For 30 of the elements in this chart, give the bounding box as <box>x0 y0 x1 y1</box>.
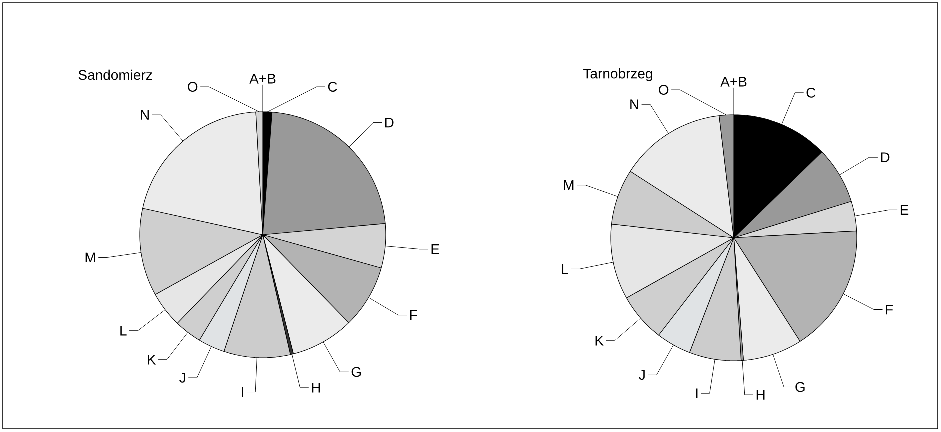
slice-label: G <box>352 367 361 378</box>
slice-label: E <box>432 244 440 254</box>
slice-label: D <box>385 118 394 128</box>
slice-label: K <box>596 336 604 346</box>
slice-label: D <box>881 152 890 162</box>
slice-label: N <box>630 100 638 110</box>
slice-label: J <box>180 373 186 383</box>
slice-label: I <box>242 387 244 398</box>
slice-label: N <box>141 110 149 120</box>
slice-label: E <box>900 205 909 215</box>
slice-label: L <box>120 326 127 336</box>
slice-label: O <box>659 85 669 96</box>
slice-label: O <box>188 82 198 92</box>
slice-label: L <box>562 264 568 274</box>
slice-label: M <box>564 180 574 190</box>
slice-label: M <box>86 252 96 263</box>
slice-label: K <box>148 355 156 365</box>
slice-label: C <box>806 88 816 98</box>
slice-label: G <box>796 382 805 392</box>
slice-label: C <box>328 82 338 92</box>
slice-label: J <box>639 370 645 380</box>
slice-label: H <box>312 383 320 393</box>
chart-title: Sandomierz <box>78 70 152 80</box>
category-label: A+B <box>250 74 276 84</box>
chart-title: Tarnobrzeg <box>584 68 652 82</box>
slice-label: F <box>886 304 893 315</box>
slice-label: I <box>696 388 698 398</box>
slice-label: F <box>410 310 418 320</box>
category-label: A+B <box>720 77 747 87</box>
slice-label: H <box>756 390 765 400</box>
